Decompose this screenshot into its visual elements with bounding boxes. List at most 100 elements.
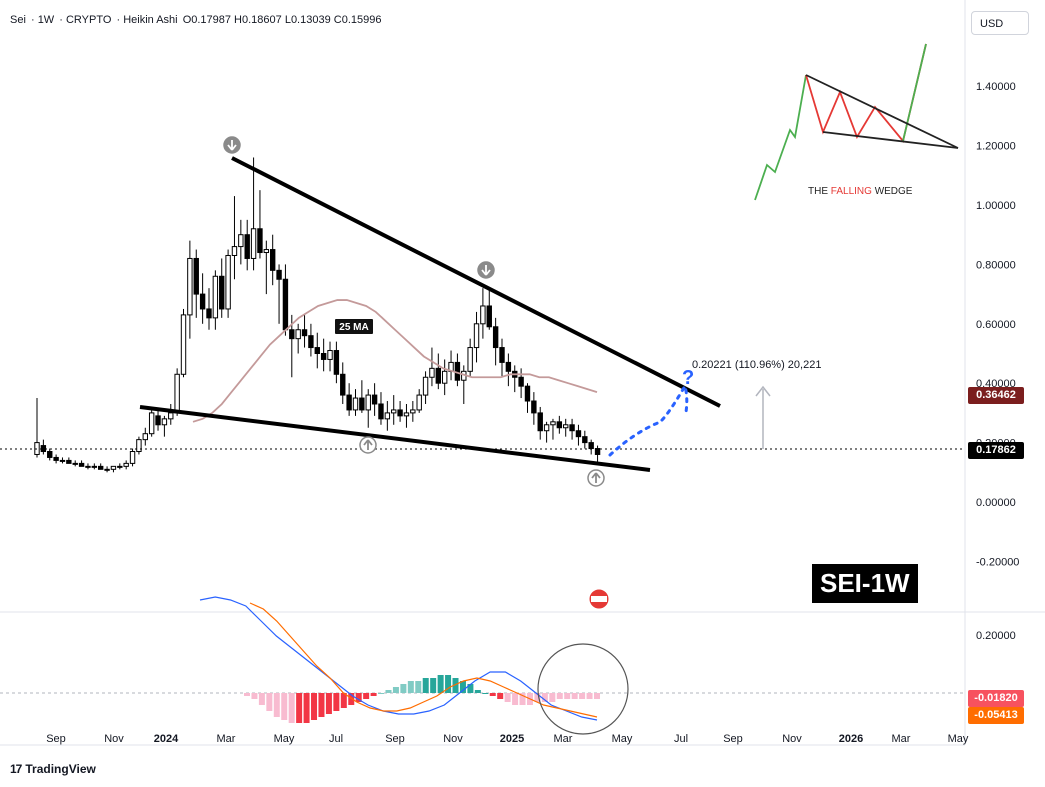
candle-body: [123, 462, 129, 467]
candle-body: [142, 433, 148, 441]
price-axis-label: 1.20000: [976, 141, 1016, 153]
macd-hist-bar: [303, 693, 310, 723]
macd-hist-bar: [482, 693, 489, 694]
candle-body: [441, 370, 448, 384]
macd-hist-bar: [281, 693, 288, 720]
chart-header: Sei · 1W · CRYPTO · Heikin Ashi O0.17987…: [10, 14, 382, 26]
macd-axis-label: 0.20000: [976, 630, 1016, 642]
macd-hist-bar: [296, 693, 303, 723]
candle-body: [320, 353, 327, 360]
candle-body: [276, 269, 282, 280]
macd-hist-bar: [251, 693, 258, 699]
candle-body: [193, 257, 199, 295]
time-axis-label: May: [948, 733, 969, 745]
macd-hist-bar: [452, 678, 459, 693]
candle-body: [155, 415, 161, 426]
candle-body: [454, 361, 461, 381]
candle-body: [371, 394, 378, 405]
macd-hist-bar: [400, 684, 407, 693]
macd-hist-bar: [437, 675, 444, 693]
macd-hist-bar: [288, 693, 295, 723]
candle-body: [231, 246, 238, 256]
candle-body: [148, 412, 155, 435]
macd-hist-bar: [474, 690, 481, 693]
candle-body: [588, 442, 594, 450]
candle-body: [269, 249, 276, 271]
candle-body: [225, 254, 231, 310]
candle-body: [359, 397, 365, 411]
signal-line: [249, 602, 598, 718]
time-axis-label: Jul: [674, 733, 688, 745]
candle-body: [594, 448, 601, 455]
inset-upper-line: [805, 74, 959, 149]
ma-label: 25 MA: [339, 322, 368, 333]
candle-body: [91, 465, 98, 468]
macd-hist-bar: [541, 693, 548, 702]
interval[interactable]: 1W: [37, 14, 55, 26]
price-axis-label: 1.00000: [976, 200, 1016, 212]
candle-body: [397, 409, 403, 417]
currency-selector[interactable]: USD: [971, 11, 1029, 35]
candle-body: [543, 424, 550, 432]
candle-body: [569, 424, 575, 432]
time-axis-label: Mar: [554, 733, 573, 745]
inset-uptrend: [754, 74, 807, 201]
macd-hist-bar: [273, 693, 280, 717]
macd-hist-bar: [385, 690, 392, 693]
price-axis-label: 1.40000: [976, 81, 1016, 93]
candle-body: [480, 305, 486, 325]
inset-lower-line: [822, 131, 959, 149]
wedge-upper-line: [231, 156, 721, 408]
macd-hist-bar: [556, 693, 563, 699]
candle-body: [301, 329, 308, 337]
ma-price-tag: 0.36462: [968, 387, 1024, 404]
wedge-lower-line: [139, 405, 651, 472]
macd-hist-bar: [422, 678, 429, 693]
time-axis-label: Sep: [723, 733, 743, 745]
macd-value-tag: -0.01820: [968, 690, 1024, 707]
macd-line: [199, 596, 598, 721]
candle-body: [136, 439, 142, 453]
candle-body: [308, 335, 314, 349]
macd-hist-bar: [504, 693, 511, 702]
macd-hist-bar: [340, 693, 347, 708]
symbol-name[interactable]: Sei: [10, 14, 26, 26]
candle-body: [531, 400, 537, 414]
macd-hist-bar: [512, 693, 519, 705]
candle-body: [250, 228, 257, 259]
arrow-down-icon-arrow: [227, 140, 237, 151]
candle-body: [174, 373, 180, 414]
macd-hist-bar: [497, 693, 504, 699]
tradingview-brand[interactable]: 17 TradingView: [10, 762, 96, 776]
arrow-up-icon-arrow: [363, 439, 373, 450]
candle-body: [492, 326, 499, 349]
candle-body: [187, 257, 193, 316]
arrow-down-icon-arrow: [481, 265, 491, 276]
time-axis-label: Jul: [329, 733, 343, 745]
candle-body: [47, 451, 53, 458]
macd-hist-bar: [571, 693, 578, 699]
macd-hist-bar: [586, 693, 593, 699]
macd-hist-bar: [258, 693, 265, 705]
macd-hist-bar: [594, 693, 600, 699]
candle-body: [66, 459, 72, 464]
candle-body: [314, 347, 320, 354]
measure-label: 0.20221 (110.96%) 20,221: [692, 359, 821, 371]
candle-body: [550, 421, 556, 426]
time-axis-label: Sep: [46, 733, 66, 745]
candle-body: [467, 347, 473, 372]
candle-body: [563, 424, 569, 429]
macd-hist-bar: [325, 693, 332, 714]
candle-body: [486, 305, 492, 328]
candle-body: [219, 275, 225, 310]
candle-body: [78, 462, 85, 467]
candle-body: [129, 451, 136, 464]
price-axis-label: -0.20000: [976, 556, 1019, 568]
candle-body: [365, 394, 371, 411]
candle-body: [206, 308, 212, 319]
time-axis-label: 2025: [500, 733, 524, 745]
candle-body: [168, 412, 174, 420]
macd-hist-bar: [266, 693, 273, 711]
macd-hist-bar: [467, 684, 474, 693]
